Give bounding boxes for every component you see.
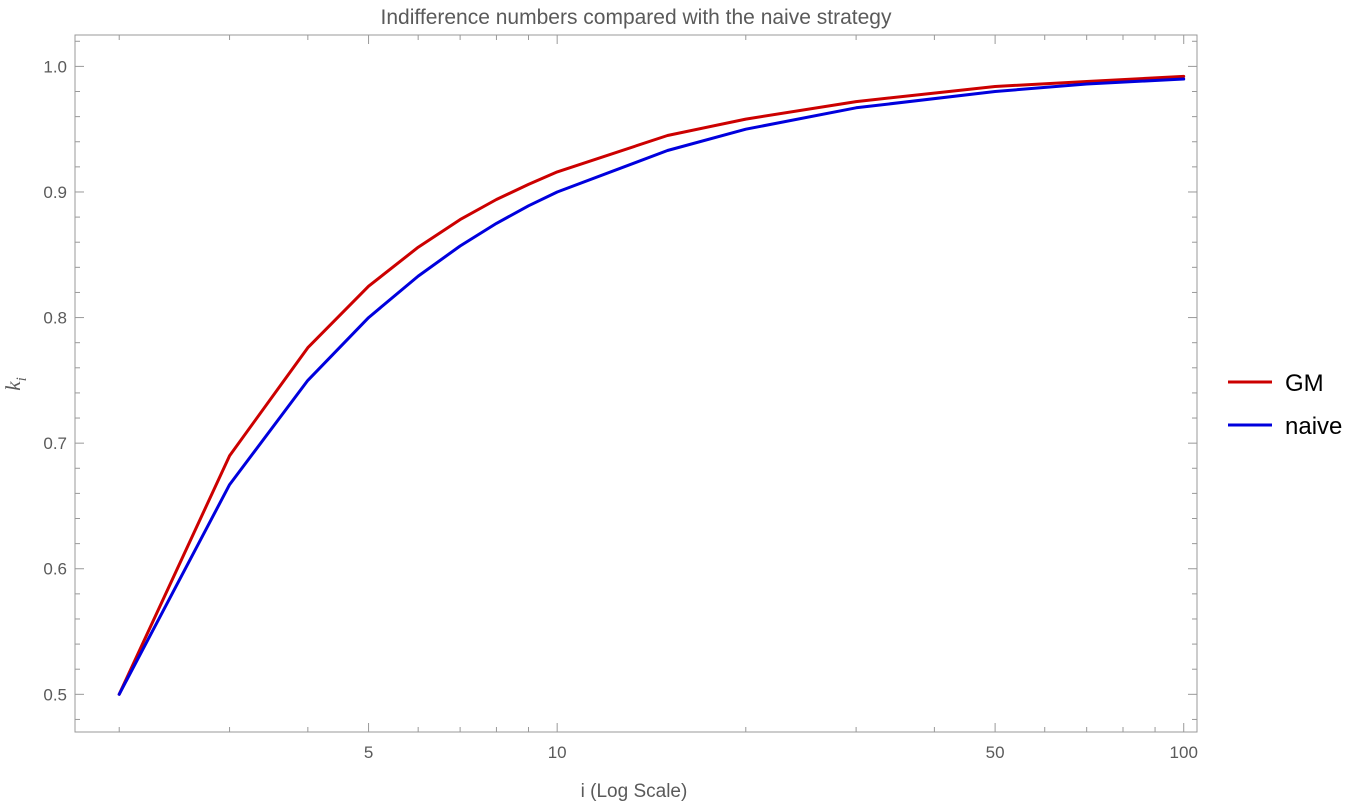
plot-frame bbox=[74, 34, 1198, 733]
y-tick-label: 1.0 bbox=[43, 57, 67, 76]
series-line-naive bbox=[117, 77, 1186, 696]
x-tick-label: 100 bbox=[1170, 743, 1198, 762]
y-tick-label: 0.8 bbox=[43, 309, 67, 328]
x-tick-label: 5 bbox=[364, 743, 373, 762]
chart-title: Indifference numbers compared with the n… bbox=[381, 6, 892, 29]
y-axis-label: ki bbox=[1, 377, 30, 391]
x-axis-label: i (Log Scale) bbox=[581, 781, 688, 802]
y-tick-label: 0.9 bbox=[43, 183, 67, 202]
legend-label-naive: naive bbox=[1285, 413, 1342, 440]
y-axis-ticks: 0.5 0.6 0.7 0.8 0.9 1.0 bbox=[43, 40, 1197, 720]
y-axis-label-subscript: i bbox=[14, 377, 30, 381]
y-tick-label: 0.6 bbox=[43, 560, 67, 579]
x-axis-ticks: 5 10 50 100 bbox=[118, 35, 1198, 762]
x-tick-label: 10 bbox=[548, 743, 567, 762]
series-line-gm bbox=[117, 74, 1186, 696]
legend-label-gm: GM bbox=[1285, 370, 1324, 397]
y-axis-label-main: k bbox=[1, 381, 25, 391]
legend: GM naive bbox=[1228, 370, 1342, 440]
y-tick-label: 0.5 bbox=[43, 685, 67, 704]
y-tick-label: 0.7 bbox=[43, 434, 67, 453]
series-lines bbox=[117, 74, 1186, 696]
x-tick-label: 50 bbox=[986, 743, 1005, 762]
